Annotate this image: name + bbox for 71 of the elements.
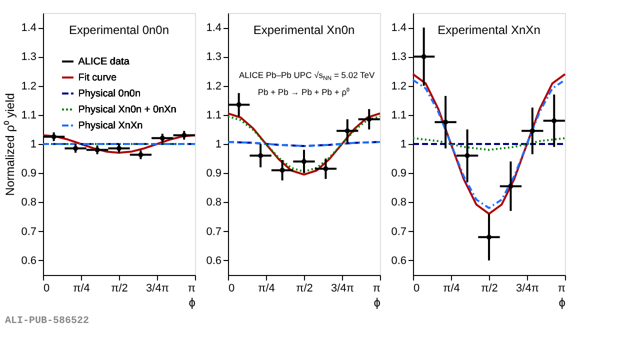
- x-tick-label: 3/4π: [516, 282, 540, 294]
- point: [344, 128, 350, 134]
- legend-label: ALICE data: [78, 56, 130, 68]
- y-tick-label: 1.2: [391, 80, 406, 92]
- point: [421, 54, 426, 60]
- y-tick-label: 1.3: [21, 51, 36, 64]
- y-tick-label: 0.8: [206, 196, 222, 209]
- y-tick-label: 1: [215, 138, 222, 150]
- x-tick-label: 3/4π: [146, 282, 170, 294]
- x-axis-title: ϕ: [374, 296, 381, 310]
- point: [323, 166, 328, 172]
- point: [530, 128, 535, 134]
- point: [552, 118, 557, 124]
- point: [236, 102, 242, 108]
- x-tick-label: π/2: [111, 282, 128, 294]
- point: [464, 153, 470, 158]
- point: [443, 120, 448, 125]
- y-tick-label: 0.7: [21, 226, 36, 238]
- y-tick-label: 1.1: [206, 109, 222, 122]
- text: ALI-PUB-586522: [5, 316, 90, 327]
- point: [302, 158, 306, 164]
- y-tick-label: 0.7: [206, 226, 222, 238]
- x-tick-label: 0: [228, 282, 235, 294]
- x-tick-label: π/2: [296, 282, 313, 294]
- text: Experimental Xn0n: [253, 23, 355, 37]
- y-tick-label: 0.6: [391, 254, 406, 267]
- point: [486, 234, 492, 240]
- line-series: [412, 137, 566, 151]
- legend-label: Physical XnXn: [78, 120, 143, 132]
- y-tick-label: 1.1: [21, 109, 36, 122]
- x-axis-title: ϕ: [188, 296, 196, 310]
- legend-label: Physical 0n0n: [78, 88, 141, 100]
- y-tick-label: 0.8: [391, 196, 406, 209]
- y-tick-label: 1.4: [21, 22, 36, 34]
- y-tick-label: 1.3: [206, 51, 222, 64]
- legend-label: Fit curve: [78, 72, 118, 84]
- x-tick-label: 0: [44, 282, 50, 294]
- x-tick-label: π: [558, 282, 566, 294]
- y-tick-label: 0.7: [391, 226, 406, 238]
- x-tick-label: 3/4π: [331, 282, 354, 294]
- y-axis-title: Normalized ρ⁰ yield: [3, 93, 18, 196]
- x-tick-label: π/2: [481, 282, 498, 294]
- point: [366, 116, 372, 122]
- y-tick-label: 0.9: [206, 168, 222, 180]
- y-tick-label: 0.9: [21, 168, 36, 180]
- point: [280, 168, 285, 173]
- x-tick-label: π/4: [443, 282, 460, 294]
- y-tick-label: 1.3: [391, 51, 406, 64]
- point: [508, 184, 514, 189]
- y-tick-label: 0.6: [21, 254, 36, 267]
- y-tick-label: 0.8: [21, 196, 36, 209]
- x-axis-title: ϕ: [558, 296, 566, 310]
- x-tick-label: π: [372, 282, 381, 294]
- text: Experimental 0n0n: [68, 23, 170, 37]
- y-tick-label: 1: [400, 138, 406, 150]
- y-tick-label: 1.2: [206, 80, 222, 92]
- text: Experimental XnXn: [438, 23, 540, 37]
- y-tick-label: 1.4: [391, 22, 406, 34]
- legend-label: Physical Xn0n + 0nXn: [78, 104, 176, 116]
- annotation: Pb + Pb → Pb + Pb + ρ⁰: [258, 87, 350, 97]
- y-tick-label: 1.2: [21, 80, 36, 92]
- x-tick-label: π/4: [73, 282, 90, 294]
- y-tick-label: 0.9: [391, 168, 406, 180]
- y-tick-label: 1.1: [391, 109, 406, 122]
- x-tick-label: π: [188, 282, 196, 294]
- x-tick-label: 0: [414, 282, 420, 294]
- y-tick-label: 0.6: [206, 254, 222, 267]
- x-tick-label: π/4: [258, 282, 275, 294]
- y-tick-label: 1: [30, 138, 36, 150]
- point: [258, 153, 264, 158]
- y-tick-label: 1.4: [206, 22, 222, 34]
